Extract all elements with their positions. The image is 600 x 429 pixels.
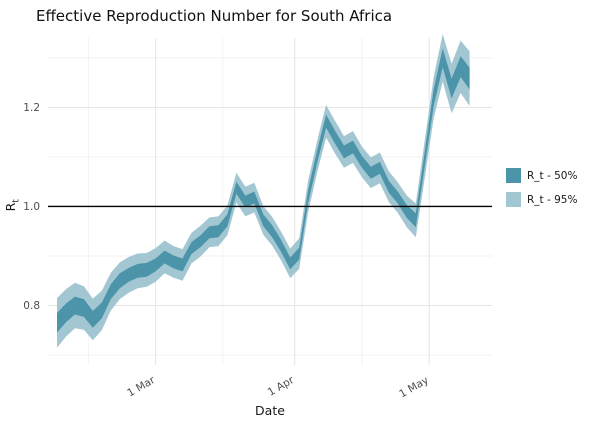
legend-label-95: R_t - 95% [527,193,578,206]
y-tick-label: 0.8 [23,300,40,312]
x-axis-label: Date [255,403,285,418]
legend-swatch-95-icon [506,192,521,207]
x-tick-label: 1 Mar [125,374,157,400]
legend-swatch-50-icon [506,168,521,183]
rt-plot: 0.8 1.0 1.2 1 Mar 1 Apr 1 May [23,34,492,400]
y-tick-label: 1.2 [23,102,40,114]
ribbon-50-percent [57,48,470,333]
legend-item-50: R_t - 50% [506,168,577,183]
legend-item-95: R_t - 95% [506,192,577,207]
y-tick-label: 1.0 [23,201,40,213]
legend-label-50: R_t - 50% [527,169,578,182]
x-tick-label: 1 Apr [266,374,297,399]
ribbon-95-percent [57,34,470,348]
chart-title: Effective Reproduction Number for South … [36,7,393,25]
x-tick-label: 1 May [397,374,430,400]
legend: R_t - 50% R_t - 95% [506,168,577,207]
